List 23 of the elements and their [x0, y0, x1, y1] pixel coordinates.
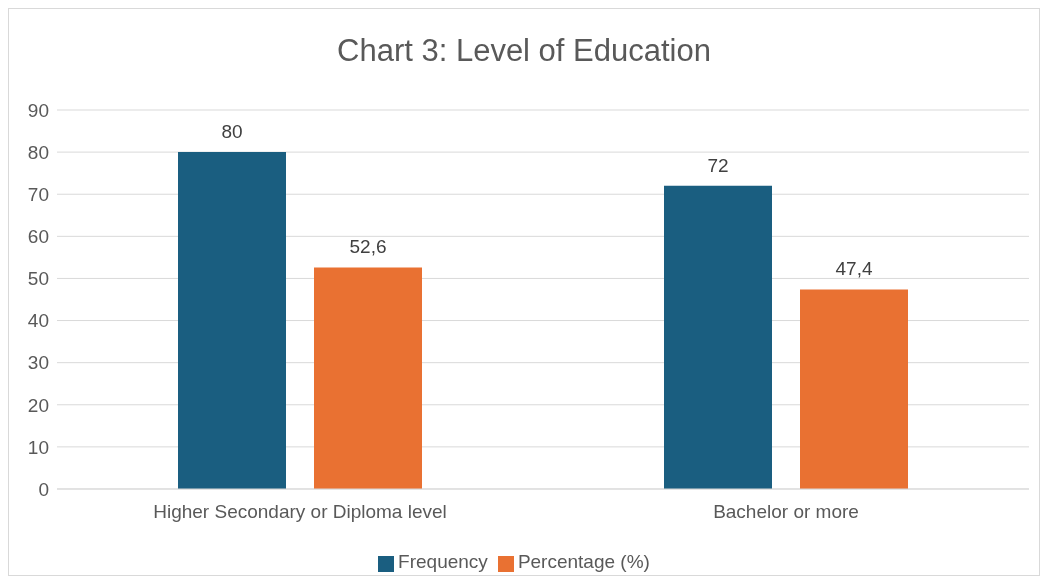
- data-label: 72: [707, 154, 729, 176]
- x-tick-label: Bachelor or more: [713, 501, 859, 523]
- y-tick-label: 50: [27, 268, 49, 290]
- bar: [664, 185, 772, 489]
- legend-label: Percentage (%): [517, 551, 650, 572]
- data-label: 52,6: [349, 236, 387, 258]
- x-tick-label: Higher Secondary or Diploma level: [153, 501, 447, 523]
- chart-title: Chart 3: Level of Education: [336, 33, 712, 69]
- y-tick-label: 10: [27, 436, 49, 458]
- y-tick-label: 40: [27, 310, 49, 332]
- y-tick-label: 60: [27, 226, 49, 248]
- data-label: 80: [221, 121, 243, 143]
- y-tick-label: 30: [27, 352, 49, 374]
- bar: [314, 267, 422, 489]
- y-tick-label: 80: [27, 141, 49, 163]
- y-tick-label: 20: [27, 394, 49, 416]
- data-label: 47,4: [835, 258, 873, 280]
- y-tick-label: 90: [27, 99, 49, 121]
- legend-label: Frequency: [398, 551, 488, 572]
- y-tick-label: 0: [38, 478, 49, 500]
- y-tick-label: 70: [27, 183, 49, 205]
- bar: [178, 152, 286, 489]
- bar: [800, 289, 908, 489]
